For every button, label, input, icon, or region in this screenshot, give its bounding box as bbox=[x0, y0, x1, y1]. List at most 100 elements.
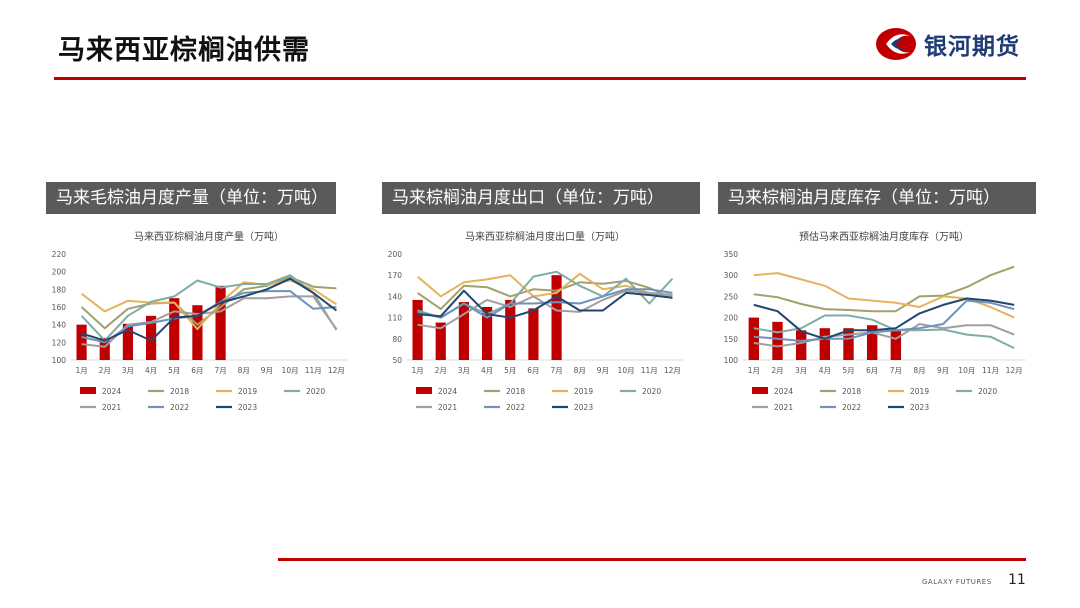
x-tick-label: 12月 bbox=[1006, 366, 1023, 375]
legend-label-2023: 2023 bbox=[574, 403, 593, 412]
y-tick-label: 220 bbox=[52, 250, 67, 259]
x-tick-label: 1月 bbox=[75, 366, 87, 375]
x-tick-label: 10月 bbox=[282, 366, 299, 375]
bar-2024 bbox=[458, 302, 470, 360]
y-tick-label: 200 bbox=[388, 250, 403, 259]
bar-2024 bbox=[748, 317, 760, 360]
x-tick-label: 6月 bbox=[866, 366, 878, 375]
x-tick-label: 4月 bbox=[819, 366, 831, 375]
x-tick-label: 11月 bbox=[305, 366, 322, 375]
x-tick-label: 1月 bbox=[748, 366, 760, 375]
legend-label-2020: 2020 bbox=[978, 387, 997, 396]
x-tick-label: 5月 bbox=[842, 366, 854, 375]
y-tick-label: 150 bbox=[724, 335, 739, 344]
bar-2024 bbox=[819, 328, 831, 360]
bar-2024 bbox=[122, 323, 134, 360]
x-tick-label: 7月 bbox=[550, 366, 562, 375]
x-tick-label: 7月 bbox=[214, 366, 226, 375]
page-number: 11 bbox=[1008, 572, 1026, 588]
legend-label-2018: 2018 bbox=[842, 387, 861, 396]
bar-2024 bbox=[843, 328, 854, 360]
x-tick-label: 6月 bbox=[527, 366, 539, 375]
legend-swatch-2024 bbox=[80, 387, 96, 394]
y-tick-label: 200 bbox=[724, 314, 739, 323]
legend-label-2023: 2023 bbox=[238, 403, 257, 412]
legend-label-2019: 2019 bbox=[238, 387, 257, 396]
y-tick-label: 160 bbox=[52, 303, 67, 312]
series-line-2023 bbox=[81, 277, 338, 342]
bar-2024 bbox=[215, 285, 226, 360]
export-chart: 马来西亚棕榈油月度出口量（万吨） 50 80 110 140 170 200 1月 2月 3月 4月… bbox=[388, 230, 684, 412]
panel-header-inventory: 马来棕榈油月度库存（单位：万吨） bbox=[718, 182, 1036, 214]
y-tick-label: 300 bbox=[724, 271, 739, 280]
y-tick-label: 180 bbox=[52, 285, 67, 294]
bar-2024 bbox=[169, 298, 180, 360]
x-tick-label: 2月 bbox=[99, 366, 111, 375]
bar-2024 bbox=[795, 330, 807, 360]
series-line-2019 bbox=[416, 272, 673, 298]
x-tick-label: 12月 bbox=[328, 366, 345, 375]
y-tick-label: 170 bbox=[388, 271, 403, 280]
legend-label-2018: 2018 bbox=[170, 387, 189, 396]
bar-2024 bbox=[866, 325, 878, 360]
x-tick-label: 12月 bbox=[664, 366, 681, 375]
x-tick-label: 8月 bbox=[238, 366, 250, 375]
x-tick-label: 9月 bbox=[937, 366, 949, 375]
legend-label-2019: 2019 bbox=[910, 387, 929, 396]
x-tick-label: 10月 bbox=[958, 366, 975, 375]
x-tick-label: 5月 bbox=[504, 366, 516, 375]
series-line-2021 bbox=[753, 323, 1015, 348]
inventory-chart: 预估马来西亚棕榈油月度库存（万吨） 100 150 200 250 300 350 1月 2月 3… bbox=[724, 230, 1026, 412]
x-tick-label: 7月 bbox=[890, 366, 902, 375]
chart-title: 马来西亚棕榈油月度产量（万吨） bbox=[134, 230, 284, 243]
legend-label-2024: 2024 bbox=[438, 387, 457, 396]
company-logo: 银河期货 bbox=[874, 26, 1020, 62]
y-tick-label: 250 bbox=[724, 292, 739, 301]
series-line-2019 bbox=[753, 272, 1015, 319]
y-tick-label: 50 bbox=[392, 356, 402, 365]
y-tick-label: 100 bbox=[724, 356, 739, 365]
x-tick-label: 11月 bbox=[641, 366, 658, 375]
legend-swatch-2024 bbox=[416, 387, 432, 394]
bar-2024 bbox=[551, 275, 562, 360]
series-line-2018 bbox=[753, 265, 1015, 313]
series-line-2023 bbox=[417, 289, 673, 319]
x-tick-label: 10月 bbox=[618, 366, 635, 375]
x-tick-label: 1月 bbox=[411, 366, 423, 375]
y-tick-label: 140 bbox=[388, 292, 403, 301]
legend-label-2024: 2024 bbox=[102, 387, 121, 396]
y-tick-label: 120 bbox=[52, 338, 67, 347]
galaxy-logo-icon bbox=[876, 28, 916, 60]
x-tick-label: 8月 bbox=[913, 366, 925, 375]
y-tick-label: 110 bbox=[388, 314, 403, 323]
bar-2024 bbox=[412, 299, 423, 360]
x-tick-label: 3月 bbox=[795, 366, 807, 375]
legend-label-2024: 2024 bbox=[774, 387, 793, 396]
chart-title: 预估马来西亚棕榈油月度库存（万吨） bbox=[799, 230, 969, 243]
y-tick-label: 350 bbox=[724, 250, 739, 259]
legend-label-2019: 2019 bbox=[574, 387, 593, 396]
legend-label-2020: 2020 bbox=[642, 387, 661, 396]
legend-swatch-2024 bbox=[752, 387, 768, 394]
x-tick-label: 11月 bbox=[982, 366, 999, 375]
y-tick-label: 140 bbox=[52, 321, 67, 330]
x-tick-label: 4月 bbox=[481, 366, 493, 375]
series-line-2019 bbox=[80, 279, 337, 331]
bar-2024 bbox=[145, 315, 157, 360]
legend-label-2023: 2023 bbox=[910, 403, 929, 412]
bar-2024 bbox=[505, 299, 516, 360]
x-tick-label: 6月 bbox=[191, 366, 203, 375]
page-title: 马来西亚棕榈油供需 bbox=[58, 35, 310, 66]
x-tick-label: 5月 bbox=[168, 366, 180, 375]
series-line-2023 bbox=[753, 297, 1015, 340]
x-tick-label: 8月 bbox=[574, 366, 586, 375]
bar-2024 bbox=[76, 324, 87, 360]
bar-2024 bbox=[99, 337, 110, 360]
bar-2024 bbox=[481, 307, 493, 360]
series-line-2022 bbox=[753, 299, 1015, 342]
logo-text: 银河期货 bbox=[924, 34, 1020, 60]
x-tick-label: 3月 bbox=[458, 366, 470, 375]
bar-2024 bbox=[192, 305, 203, 360]
y-tick-label: 200 bbox=[52, 268, 67, 277]
legend-label-2020: 2020 bbox=[306, 387, 325, 396]
